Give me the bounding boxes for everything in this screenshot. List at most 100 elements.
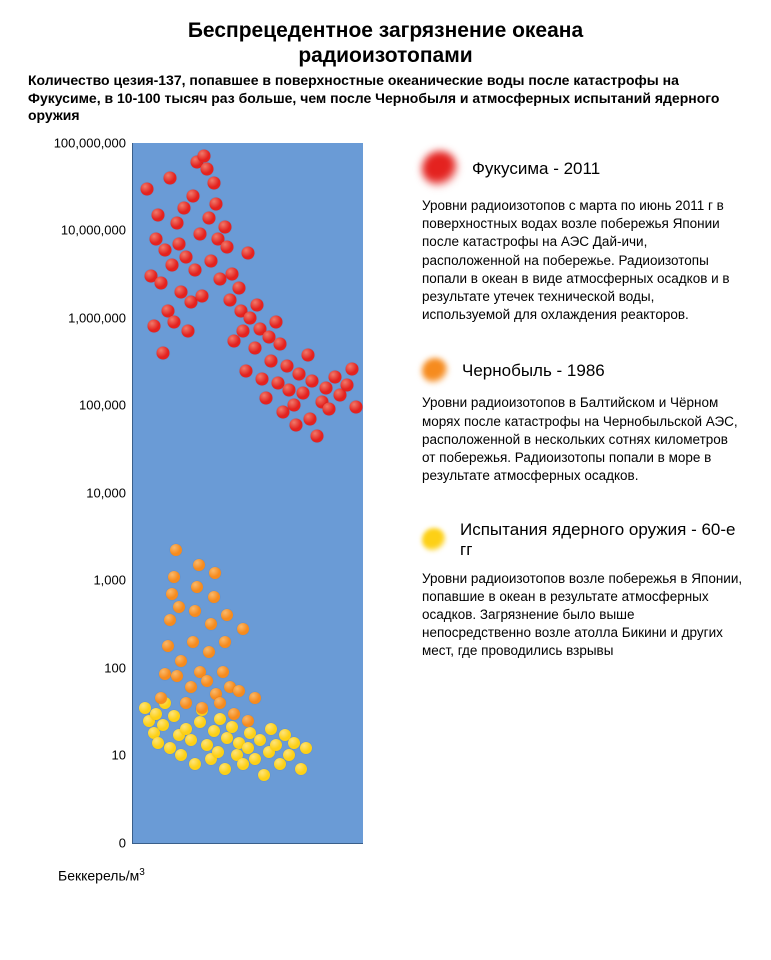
data-point-chernobyl [221,609,233,621]
data-point-weapons [254,734,266,746]
data-point-chernobyl [164,614,176,626]
data-point-weapons [270,739,282,751]
data-point-weapons [139,702,151,714]
data-point-weapons [175,749,187,761]
data-point-weapons [214,713,226,725]
legend-item-fukushima: Фукусима - 2011Уровни радиоизотопов с ма… [422,151,743,325]
data-point-fukushima [237,325,250,338]
data-point-fukushima [248,342,261,355]
data-point-weapons [152,737,164,749]
data-point-fukushima [198,150,211,163]
y-axis-unit-label: Беккерель/м3 [58,867,145,884]
data-point-chernobyl [159,668,171,680]
data-point-chernobyl [187,636,199,648]
page-root: Беспрецедентное загрязнение океана радио… [0,0,771,960]
title-line-2: радиоизотопами [298,44,472,67]
data-point-fukushima [221,240,234,253]
data-point-fukushima [242,247,255,260]
data-point-chernobyl [185,681,197,693]
y-tick-label: 1,000,000 [28,310,126,325]
data-point-fukushima [301,348,314,361]
y-tick-label: 1,000 [28,573,126,588]
data-point-chernobyl [173,601,185,613]
data-point-fukushima [269,315,282,328]
title-line-1: Беспрецедентное загрязнение океана [188,19,583,42]
data-point-fukushima [205,254,218,267]
legend-column: Фукусима - 2011Уровни радиоизотопов с ма… [408,143,743,695]
data-point-fukushima [260,392,273,405]
data-point-fukushima [251,299,264,312]
page-subtitle: Количество цезия-137, попавшее в поверхн… [28,72,743,125]
axis-unit-sup: 3 [139,867,145,878]
data-point-fukushima [152,208,165,221]
legend-head: Чернобыль - 1986 [422,358,743,384]
data-point-fukushima [163,171,176,184]
data-point-fukushima [232,281,245,294]
data-point-chernobyl [155,692,167,704]
data-point-weapons [226,721,238,733]
data-point-fukushima [170,217,183,230]
data-point-fukushima [345,363,358,376]
y-tick-label: 10,000 [28,485,126,500]
data-point-weapons [288,737,300,749]
legend-swatch-fukushima [422,151,458,187]
data-point-fukushima [244,311,257,324]
chart-column: Беккерель/м3 100,000,00010,000,0001,000,… [28,143,408,903]
data-point-fukushima [320,381,333,394]
data-point-chernobyl [217,666,229,678]
data-point-fukushima [156,346,169,359]
data-point-fukushima [200,163,213,176]
data-point-fukushima [340,379,353,392]
data-point-weapons [150,708,162,720]
data-point-chernobyl [196,702,208,714]
legend-item-chernobyl: Чернобыль - 1986 Уровни радиоизотопов в Б… [422,358,743,485]
data-point-fukushima [304,412,317,425]
data-point-chernobyl [242,715,254,727]
data-point-weapons [194,716,206,728]
legend-desc-weapons: Уровни радиоизотопов возле побережья в Я… [422,570,743,661]
data-point-fukushima [219,220,232,233]
page-title: Беспрецедентное загрязнение океана радио… [28,18,743,68]
y-tick-label: 10,000,000 [28,223,126,238]
data-point-fukushima [297,386,310,399]
data-point-fukushima [154,277,167,290]
data-point-weapons [221,732,233,744]
data-point-chernobyl [180,697,192,709]
y-tick-label: 100,000 [28,398,126,413]
data-point-chernobyl [228,708,240,720]
data-point-fukushima [177,202,190,215]
data-point-weapons [164,742,176,754]
data-point-chernobyl [203,646,215,658]
axis-unit-text: Беккерель/м [58,868,139,884]
legend-title-fukushima: Фукусима - 2011 [472,159,600,179]
data-point-weapons [157,719,169,731]
data-point-chernobyl [191,581,203,593]
data-point-fukushima [202,211,215,224]
legend-title-weapons: Испытания ядерного оружия - 60-е гг [460,520,743,560]
data-point-fukushima [186,189,199,202]
legend-desc-chernobyl: Уровни радиоизотопов в Балтийском и Чёрн… [422,394,743,485]
data-point-fukushima [196,289,209,302]
data-point-fukushima [207,176,220,189]
data-point-chernobyl [233,685,245,697]
data-point-weapons [258,769,270,781]
data-point-fukushima [265,355,278,368]
y-tick-label: 0 [28,835,126,850]
data-point-fukushima [239,364,252,377]
data-point-fukushima [288,399,301,412]
data-point-fukushima [283,383,296,396]
data-point-fukushima [166,259,179,272]
data-point-fukushima [223,294,236,307]
data-point-weapons [201,739,213,751]
data-point-fukushima [306,374,319,387]
data-point-weapons [249,753,261,765]
data-point-chernobyl [201,675,213,687]
data-point-fukushima [189,264,202,277]
data-point-fukushima [292,367,305,380]
chart-wrap: Беккерель/м3 100,000,00010,000,0001,000,… [28,143,408,903]
data-point-fukushima [150,232,163,245]
data-point-chernobyl [237,623,249,635]
legend-item-weapons: Испытания ядерного оружия - 60-е гг Уровн… [422,520,743,661]
data-point-chernobyl [166,588,178,600]
data-point-weapons [189,758,201,770]
